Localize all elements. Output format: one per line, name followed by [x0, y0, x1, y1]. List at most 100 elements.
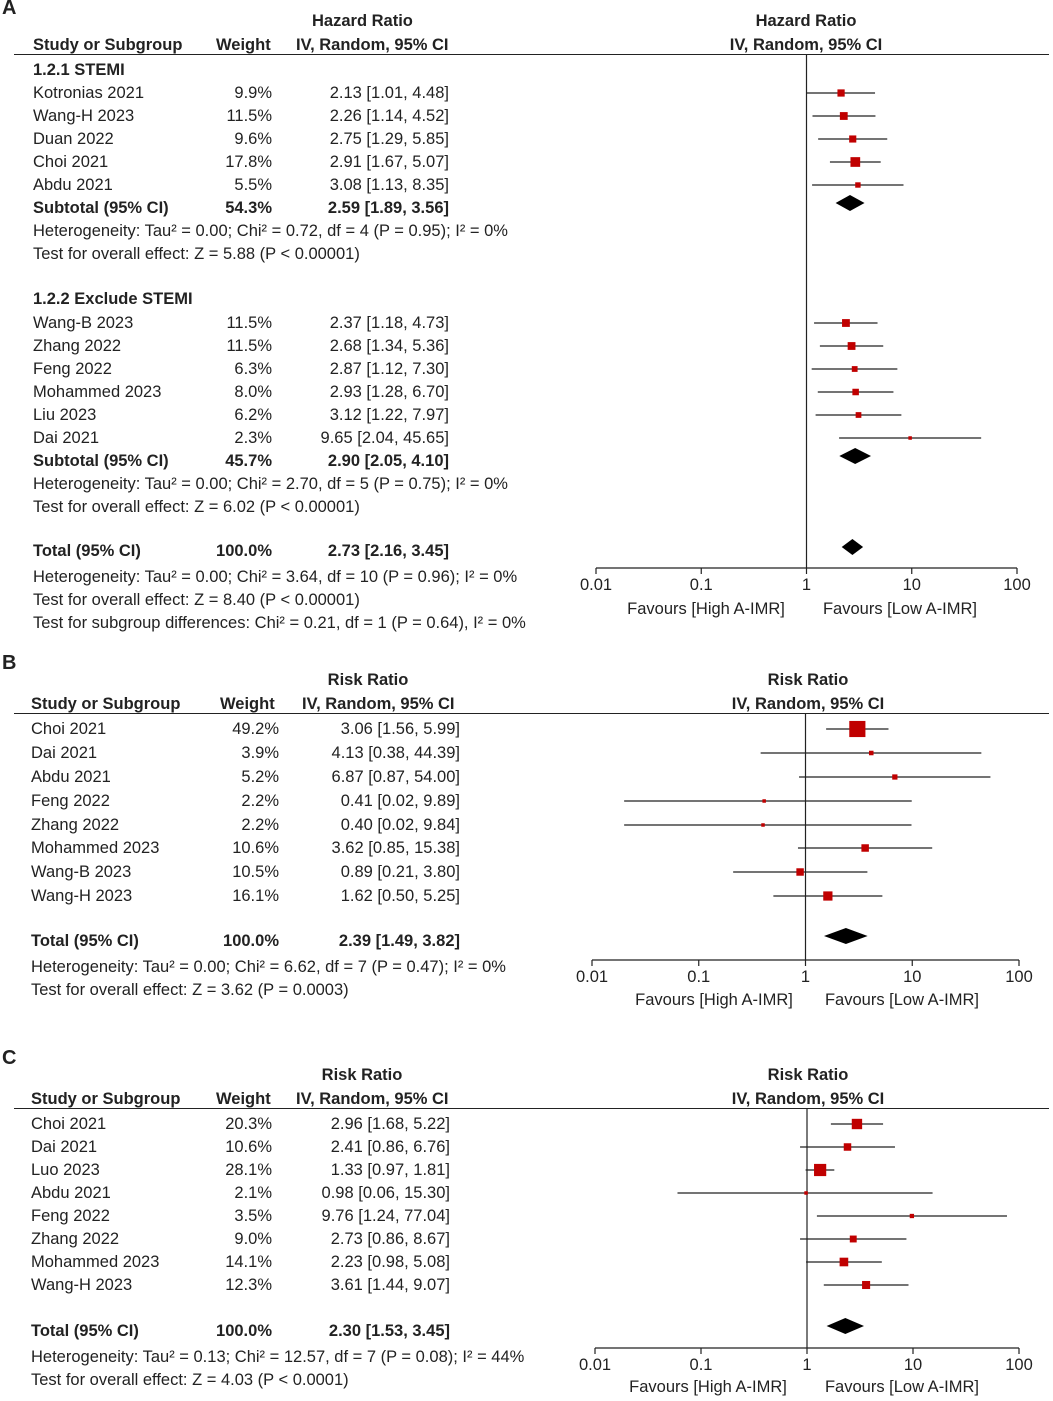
study-weight: 2.2%: [241, 792, 279, 810]
study-ci: 2.23 [0.98, 5.08]: [330, 1253, 450, 1271]
study-ci: 4.13 [0.38, 44.39]: [331, 744, 460, 762]
study-name: Zhang 2022: [33, 337, 122, 355]
point-estimate-marker: [849, 720, 866, 738]
point-estimate-marker: [908, 436, 912, 440]
point-estimate-marker: [842, 319, 850, 327]
favours-left-label: Favours [High A-IMR]: [629, 1378, 787, 1396]
study-ci: 2.87 [1.12, 7.30]: [329, 360, 449, 378]
point-estimate-marker: [862, 1280, 871, 1290]
study-ci: 2.26 [1.14, 4.52]: [329, 107, 449, 125]
study-weight: 9.9%: [234, 84, 272, 102]
subtotal-diamond: [835, 195, 865, 211]
axis-tick-label: 0.01: [580, 576, 612, 594]
study-name: Choi 2021: [33, 153, 109, 171]
point-estimate-marker: [868, 750, 874, 756]
study-ci: 9.65 [2.04, 45.65]: [320, 429, 449, 447]
point-estimate-marker: [849, 135, 857, 143]
point-estimate-marker: [909, 1213, 915, 1219]
point-estimate-marker: [814, 1163, 827, 1177]
overall-effect-text: Test for overall effect: Z = 5.88 (P < 0…: [33, 245, 360, 263]
study-weight: 6.2%: [234, 406, 272, 424]
study-name: Wang-H 2023: [31, 1276, 133, 1294]
total-label: Total (95% CI): [31, 1322, 139, 1340]
forest-plot-panel-a: A Hazard Ratio Study or Subgroup Weight …: [0, 0, 1053, 640]
study-weight: 12.3%: [225, 1276, 272, 1294]
column-method-header: IV, Random, 95% CI: [296, 1090, 449, 1108]
total-ci: 2.39 [1.49, 3.82]: [338, 932, 460, 950]
column-study-header: Study or Subgroup: [33, 36, 183, 54]
study-name: Mohammed 2023: [31, 1253, 160, 1271]
forest-plot-c: 0.01 0.1 1 10 100: [579, 1109, 1033, 1374]
study-name: Zhang 2022: [31, 816, 120, 834]
axis-tick-label: 1: [802, 1356, 811, 1374]
point-estimate-marker: [761, 823, 765, 827]
favours-left-label: Favours [High A-IMR]: [635, 991, 793, 1009]
study-ci: 2.73 [0.86, 8.67]: [330, 1230, 450, 1248]
column-method-header: IV, Random, 95% CI: [296, 36, 449, 54]
study-name: Abdu 2021: [31, 768, 111, 786]
point-estimate-marker: [849, 1235, 857, 1243]
point-estimate-marker: [804, 1191, 808, 1195]
study-weight: 49.2%: [232, 720, 279, 738]
study-weight: 16.1%: [232, 887, 279, 905]
column-weight-header: Weight: [216, 1090, 271, 1108]
study-ci: 6.87 [0.87, 54.00]: [331, 768, 460, 786]
study-ci: 0.89 [0.21, 3.80]: [340, 863, 460, 881]
subtotal-ci: 2.90 [2.05, 4.10]: [327, 452, 449, 470]
total-diamond: [823, 928, 868, 944]
study-ci: 2.93 [1.28, 6.70]: [329, 383, 449, 401]
study-weight: 9.0%: [234, 1230, 272, 1248]
axis-tick-label: 10: [904, 1356, 922, 1374]
study-name: Mohammed 2023: [31, 839, 160, 857]
overall-effect-text: Test for overall effect: Z = 8.40 (P < 0…: [33, 591, 360, 609]
study-ci: 1.62 [0.50, 5.25]: [340, 887, 460, 905]
column-method-header: IV, Random, 95% CI: [302, 695, 455, 713]
plot-title: Risk Ratio: [767, 671, 849, 689]
forest-plot-b: 0.01 0.1 1 10 100: [576, 714, 1033, 986]
point-estimate-marker: [839, 1257, 849, 1267]
point-estimate-marker: [851, 1118, 863, 1130]
axis-tick-label: 10: [903, 968, 921, 986]
plot-title: Hazard Ratio: [755, 12, 857, 30]
plot-title: Risk Ratio: [767, 1066, 849, 1084]
study-ci: 2.41 [0.86, 6.76]: [330, 1138, 450, 1156]
column-weight-header: Weight: [216, 36, 271, 54]
axis-tick-label: 0.01: [579, 1356, 611, 1374]
header-rule: [14, 713, 1049, 714]
panel-label: B: [2, 652, 17, 674]
study-weight: 5.2%: [241, 768, 279, 786]
total-label: Total (95% CI): [33, 542, 141, 560]
study-name: Dai 2021: [31, 1138, 98, 1156]
forest-plot-panel-c: C Risk Ratio Study or Subgroup Weight IV…: [0, 1048, 1053, 1401]
subtotal-label: Subtotal (95% CI): [33, 452, 169, 470]
total-label: Total (95% CI): [31, 932, 139, 950]
study-weight: 11.5%: [226, 107, 272, 125]
study-weight: 11.5%: [226, 314, 272, 332]
overall-effect-text: Test for overall effect: Z = 6.02 (P < 0…: [33, 498, 360, 516]
study-name: Zhang 2022: [31, 1230, 120, 1248]
study-name: Abdu 2021: [31, 1184, 111, 1202]
study-name: Duan 2022: [33, 130, 114, 148]
total-diamond: [841, 539, 864, 555]
plot-method: IV, Random, 95% CI: [729, 36, 883, 54]
study-name: Dai 2021: [33, 429, 100, 447]
favours-right-label: Favours [Low A-IMR]: [824, 991, 980, 1009]
study-ci: 3.12 [1.22, 7.97]: [329, 406, 449, 424]
study-weight: 5.5%: [234, 176, 272, 194]
axis-tick-label: 100: [1005, 1356, 1033, 1374]
study-weight: 10.5%: [232, 863, 279, 881]
study-ci: 3.62 [0.85, 15.38]: [331, 839, 460, 857]
study-weight: 3.9%: [241, 744, 279, 762]
study-name: Kotronias 2021: [33, 84, 144, 102]
total-weight: 100.0%: [216, 542, 272, 560]
study-name: Feng 2022: [31, 792, 110, 810]
overall-effect-text: Test for overall effect: Z = 4.03 (P < 0…: [31, 1371, 349, 1389]
subtotal-ci: 2.59 [1.89, 3.56]: [327, 199, 449, 217]
point-estimate-marker: [762, 799, 766, 803]
study-weight: 2.2%: [241, 816, 279, 834]
study-ci: 0.40 [0.02, 9.84]: [340, 816, 460, 834]
study-ci: 9.76 [1.24, 77.04]: [321, 1207, 450, 1225]
point-estimate-marker: [852, 388, 859, 396]
total-weight: 100.0%: [223, 932, 279, 950]
study-weight: 20.3%: [225, 1115, 272, 1133]
